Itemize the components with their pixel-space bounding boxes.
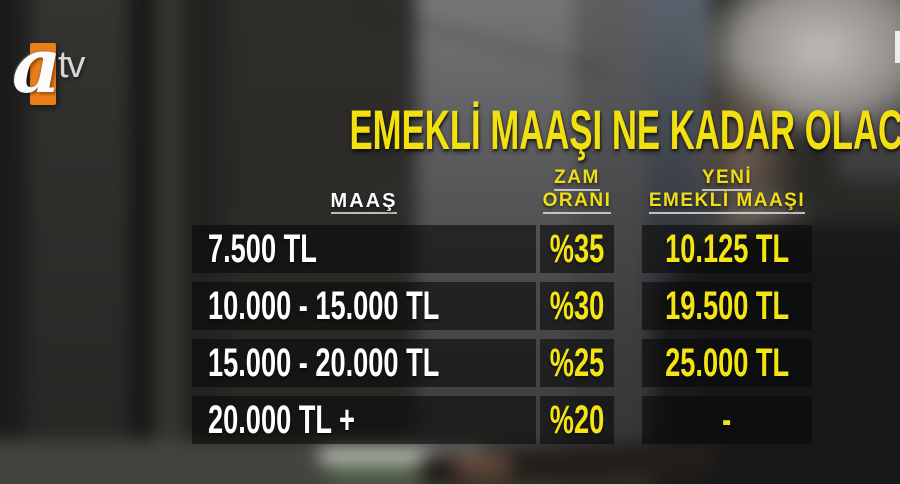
atv-logo-letter-a: a — [12, 21, 62, 110]
cell-yeni-value: 10.125 TL — [665, 227, 789, 271]
headline: EMEKLİ MAAŞI NE KADAR OLACAK? — [158, 102, 900, 158]
cell-yeni-value: 19.500 TL — [665, 284, 789, 328]
background-stripe — [130, 0, 154, 484]
cell-maas-value: 7.500 TL — [208, 227, 317, 271]
cell-yeni-maas: 25.000 TL — [642, 339, 812, 387]
atv-logo: a tv — [0, 0, 130, 120]
cell-yeni-maas: 10.125 TL — [642, 225, 812, 273]
cell-maas-value: 20.000 TL + — [208, 398, 355, 442]
column-header-zam-orani: ZAM ORANI — [540, 166, 614, 214]
column-header-maas-label: MAAŞ — [330, 190, 398, 214]
table-row: 15.000 - 20.000 TL %25 25.000 TL — [0, 339, 900, 387]
screen-edge-artifact — [895, 31, 900, 63]
column-header-yeni-line2: EMEKLİ MAAŞI — [648, 191, 806, 214]
cell-yeni-maas: 19.500 TL — [642, 282, 812, 330]
elderly-man-hand — [452, 452, 514, 480]
column-header-yeni-emekli-maasi: YENİ EMEKLİ MAAŞI — [622, 166, 832, 214]
cell-maas: 7.500 TL — [192, 225, 536, 273]
cell-maas: 10.000 - 15.000 TL — [192, 282, 536, 330]
cell-maas: 15.000 - 20.000 TL — [192, 339, 536, 387]
cell-zam-orani: %20 — [540, 396, 614, 444]
atv-logo-letters-tv: tv — [58, 44, 86, 86]
atv-logo-orange-box — [30, 43, 56, 105]
column-header-yeni-line1: YENİ — [701, 168, 753, 191]
headline-text: EMEKLİ MAAŞI NE KADAR OLACAK? — [349, 98, 900, 161]
table-row: 20.000 TL + %20 - — [0, 396, 900, 444]
cell-yeni-maas: - — [642, 396, 812, 444]
background-stripe — [154, 0, 184, 484]
cell-yeni-value: - — [722, 398, 732, 442]
column-header-zam-line2: ORANI — [542, 191, 612, 214]
table-row: 7.500 TL %35 10.125 TL — [0, 225, 900, 273]
cell-maas-value: 10.000 - 15.000 TL — [208, 284, 440, 328]
column-header-maas: MAAŞ — [192, 166, 536, 214]
cell-zam-value: %25 — [549, 341, 605, 385]
cell-zam-orani: %35 — [540, 225, 614, 273]
cell-zam-value: %35 — [549, 227, 605, 271]
cell-zam-orani: %30 — [540, 282, 614, 330]
cell-zam-value: %20 — [549, 398, 605, 442]
table-row: 10.000 - 15.000 TL %30 19.500 TL — [0, 282, 900, 330]
cell-zam-value: %30 — [549, 284, 605, 328]
column-header-zam-line1: ZAM — [554, 168, 600, 191]
cell-yeni-value: 25.000 TL — [665, 341, 789, 385]
cell-zam-orani: %25 — [540, 339, 614, 387]
cell-maas: 20.000 TL + — [192, 396, 536, 444]
cell-maas-value: 15.000 - 20.000 TL — [208, 341, 440, 385]
